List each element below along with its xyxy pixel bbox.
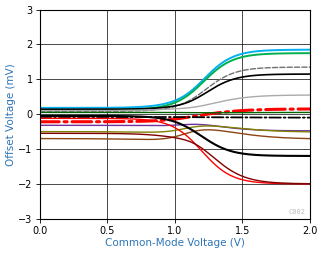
Y-axis label: Offset Voltage (mV): Offset Voltage (mV) xyxy=(5,63,16,166)
X-axis label: Common-Mode Voltage (V): Common-Mode Voltage (V) xyxy=(105,239,245,248)
Text: C002: C002 xyxy=(289,209,306,215)
